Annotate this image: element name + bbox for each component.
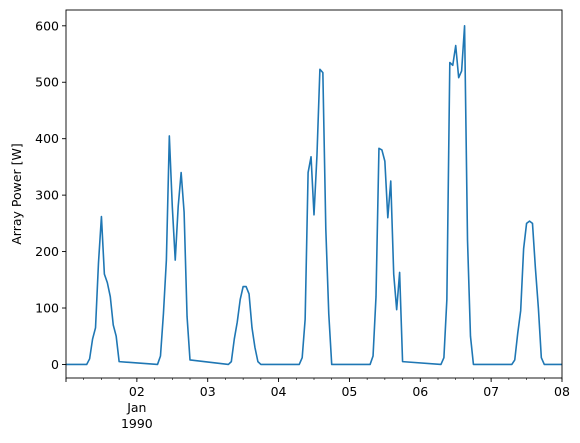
plot-frame	[65, 9, 563, 379]
x-tick-label: 07	[483, 384, 499, 399]
x-tick-label: 02	[129, 384, 145, 399]
x-tick-label: 03	[200, 384, 216, 399]
x-tick-label: 04	[271, 384, 287, 399]
y-tick-label: 200	[35, 244, 59, 259]
y-tick-label: 500	[35, 75, 59, 90]
x-tick-sublabel-year: 1990	[121, 416, 153, 431]
x-tick-label: 06	[412, 384, 428, 399]
y-tick-label: 0	[51, 357, 59, 372]
y-tick-label: 300	[35, 188, 59, 203]
y-axis-label: Array Power [W]	[9, 143, 24, 245]
series-line-0	[66, 24, 562, 366]
plot-area	[65, 9, 563, 379]
y-tick-label: 400	[35, 131, 59, 146]
x-tick-label: 05	[341, 384, 357, 399]
x-tick-sublabel-month: Jan	[126, 400, 146, 415]
y-axis-ticks: 0 100 200 300 400 500 600	[35, 18, 66, 372]
x-tick-label: 08	[554, 384, 570, 399]
y-tick-label: 100	[35, 301, 59, 316]
y-tick-label: 600	[35, 18, 59, 33]
